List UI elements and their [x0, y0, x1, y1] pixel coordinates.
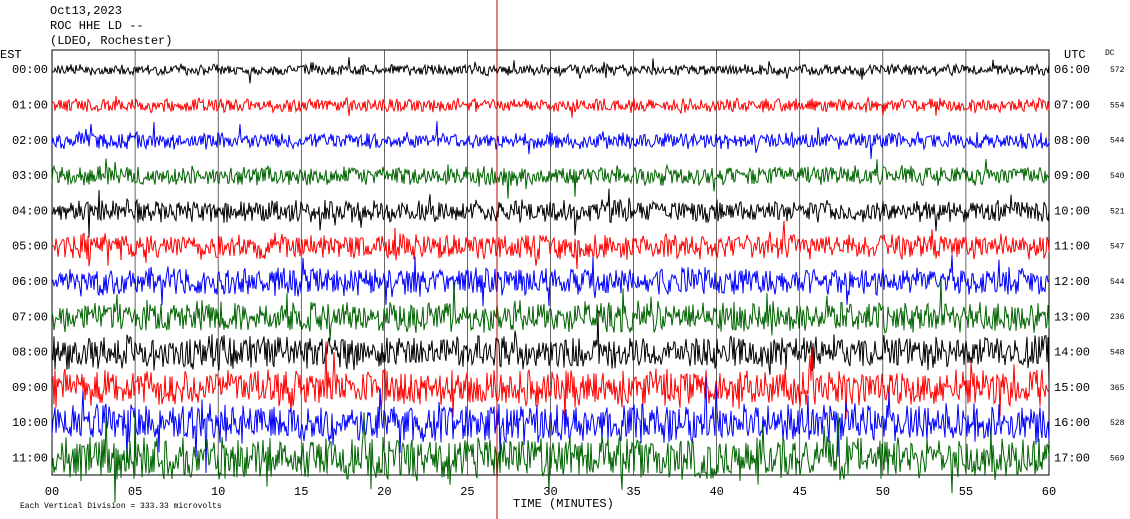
seismic-trace: [51, 341, 1050, 421]
utc-label: 10:00: [1054, 204, 1090, 218]
utc-label: 16:00: [1054, 416, 1090, 430]
utc-label: 17:00: [1054, 451, 1090, 465]
x-tick-label: 25: [460, 485, 474, 499]
x-tick-label: 35: [626, 485, 640, 499]
seismic-trace: [51, 412, 1050, 503]
utc-label: 15:00: [1054, 381, 1090, 395]
x-tick-label: 50: [876, 485, 890, 499]
x-tick-label: 05: [128, 485, 142, 499]
dc-value: 365: [1110, 384, 1125, 393]
x-tick-label: 00: [45, 485, 59, 499]
dc-value: 544: [1110, 137, 1125, 146]
est-label: 00:00: [12, 63, 48, 77]
seismic-trace: [51, 121, 1050, 159]
seismic-trace: [51, 254, 1050, 307]
dc-value: 572: [1110, 66, 1125, 75]
dc-value: 544: [1110, 278, 1125, 287]
seismic-trace: [51, 188, 1050, 238]
right-label: UTC: [1064, 48, 1086, 62]
est-label: 02:00: [12, 134, 48, 148]
seismic-trace: [51, 311, 1050, 383]
utc-label: 13:00: [1054, 310, 1090, 324]
dc-value: 548: [1110, 349, 1125, 358]
est-label: 03:00: [12, 169, 48, 183]
seismic-trace: [51, 158, 1050, 199]
dc-value: 569: [1110, 454, 1125, 463]
est-label: 07:00: [12, 310, 48, 324]
dc-value: 547: [1110, 243, 1125, 252]
x-tick-label: 30: [543, 485, 557, 499]
dc-value: 540: [1110, 172, 1125, 181]
footer: Each Vertical Division = 333.33 microvol…: [20, 502, 222, 511]
est-label: 04:00: [12, 204, 48, 218]
dc-value: 236: [1110, 313, 1125, 322]
est-label: 05:00: [12, 240, 48, 254]
est-label: 11:00: [12, 451, 48, 465]
est-label: 09:00: [12, 381, 48, 395]
utc-label: 06:00: [1054, 63, 1090, 77]
seismic-trace: [51, 95, 1050, 118]
x-axis-label: TIME (MINUTES): [513, 497, 614, 511]
est-label: 10:00: [12, 416, 48, 430]
utc-label: 09:00: [1054, 169, 1090, 183]
x-tick-label: 10: [211, 485, 225, 499]
seismic-trace: [51, 57, 1050, 84]
utc-label: 07:00: [1054, 98, 1090, 112]
utc-label: 14:00: [1054, 346, 1090, 360]
est-label: 01:00: [12, 98, 48, 112]
seismic-trace: [51, 277, 1050, 341]
seismic-trace: [51, 377, 1050, 474]
x-tick-label: 40: [709, 485, 723, 499]
network: (LDEO, Rochester): [50, 34, 172, 48]
est-label: 08:00: [12, 346, 48, 360]
station: ROC HHE LD --: [50, 19, 144, 33]
dc-value: 554: [1110, 101, 1125, 110]
utc-label: 11:00: [1054, 240, 1090, 254]
x-tick-label: 20: [377, 485, 391, 499]
x-tick-label: 60: [1042, 485, 1056, 499]
dc-label: DC: [1105, 49, 1115, 58]
x-tick-label: 45: [793, 485, 807, 499]
date: Oct13,2023: [50, 4, 122, 18]
left-label: EST: [0, 48, 22, 62]
dc-value: 528: [1110, 419, 1125, 428]
est-label: 06:00: [12, 275, 48, 289]
dc-value: 521: [1110, 207, 1125, 216]
utc-label: 12:00: [1054, 275, 1090, 289]
x-tick-label: 15: [294, 485, 308, 499]
seismic-trace: [51, 220, 1050, 270]
utc-label: 08:00: [1054, 134, 1090, 148]
x-tick-label: 55: [959, 485, 973, 499]
